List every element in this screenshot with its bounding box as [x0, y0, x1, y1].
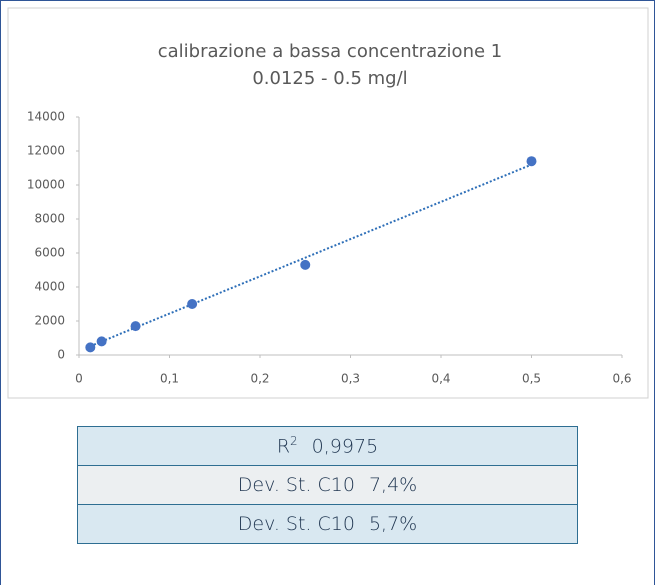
point: [300, 259, 311, 270]
point: [130, 321, 141, 332]
table-cell: Dev. St. C10 7,4%: [77, 465, 578, 505]
x-tick-label: 0: [75, 372, 83, 386]
x-tick-label: 0,3: [341, 372, 360, 386]
table-row: Dev. St. C10 5,7%: [77, 504, 578, 544]
y-tick-label: 2000: [34, 314, 65, 328]
y-tick-label: 14000: [27, 110, 65, 124]
row-value: 5,7%: [368, 513, 418, 535]
y-tick-label: 10000: [27, 178, 65, 192]
trendline: [89, 163, 532, 348]
row-label: Dev. St. C10: [237, 474, 355, 496]
table-row: Dev. St. C10 7,4%: [77, 465, 578, 505]
y-tick-label: 6000: [34, 246, 65, 260]
superscript: 2: [290, 434, 298, 449]
row-label: R: [276, 435, 291, 458]
point: [526, 156, 537, 167]
y-tick-label: 12000: [27, 144, 65, 158]
chart-title: calibrazione a bassa concentrazione 1: [158, 41, 502, 62]
point: [96, 336, 107, 347]
row-value: 0,9975: [311, 435, 379, 458]
table-cell: R2 0,9975: [77, 426, 578, 466]
row-label: Dev. St. C10: [237, 513, 355, 535]
x-tick-label: 0,1: [160, 372, 179, 386]
table-cell: Dev. St. C10 5,7%: [77, 504, 578, 544]
x-tick-label: 0,5: [522, 372, 541, 386]
table-row: R2 0,9975: [77, 426, 578, 466]
row-value: 7,4%: [368, 474, 418, 496]
y-tick-label: 8000: [34, 212, 65, 226]
chart: calibrazione a bassa concentrazione 1 0.…: [7, 7, 649, 399]
point: [85, 342, 96, 353]
stats-table: R2 0,9975 Dev. St. C10 7,4% Dev. St. C10 5,7%: [77, 426, 578, 544]
x-tick-label: 0,4: [431, 372, 450, 386]
point: [187, 299, 198, 309]
x-tick-label: 0,2: [250, 372, 269, 386]
y-tick-label: 4000: [34, 280, 65, 294]
chart-subtitle: 0.0125 - 0.5 mg/l: [252, 68, 407, 89]
x-tick-label: 0,6: [612, 372, 631, 386]
y-tick-label: 0: [57, 348, 65, 362]
chart-area: [7, 7, 649, 399]
